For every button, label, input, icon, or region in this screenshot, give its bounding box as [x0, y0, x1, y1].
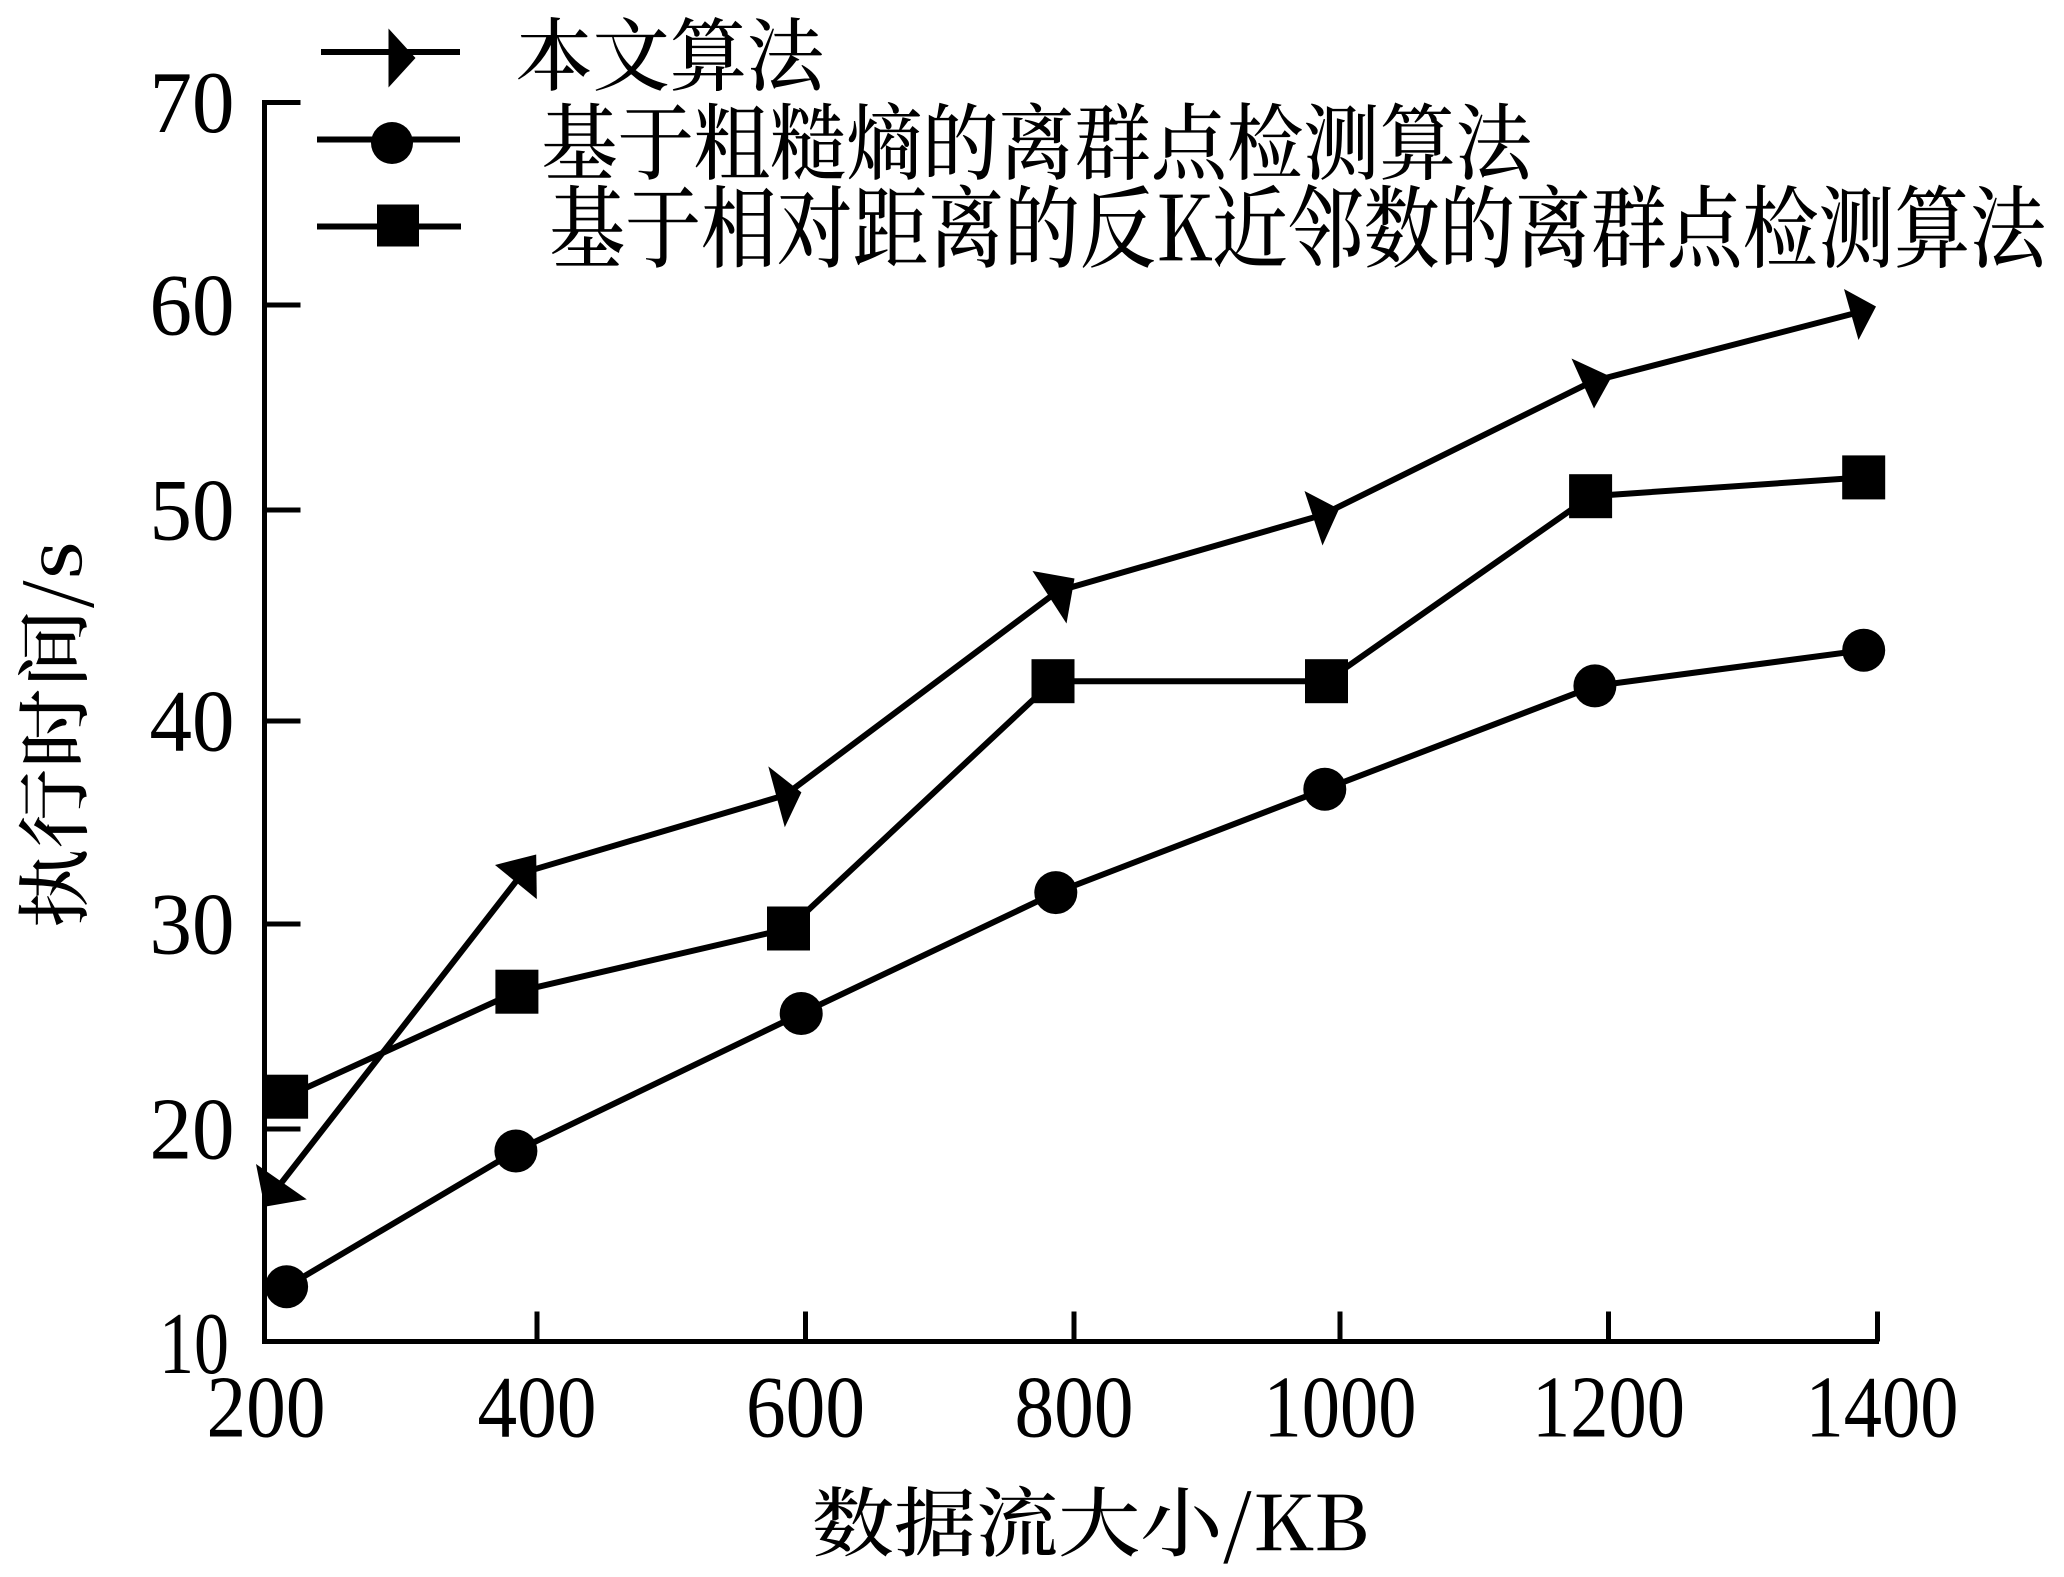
svg-text:1000: 1000: [1264, 1360, 1417, 1457]
svg-text:40: 40: [150, 674, 235, 771]
svg-text:1200: 1200: [1532, 1360, 1685, 1457]
svg-text:10: 10: [159, 1296, 229, 1393]
svg-text:800: 800: [1015, 1360, 1134, 1457]
svg-text:70: 70: [150, 55, 235, 152]
svg-text:50: 50: [150, 463, 235, 560]
svg-text:600: 600: [746, 1360, 865, 1457]
svg-text:400: 400: [478, 1360, 597, 1457]
svg-text:1400: 1400: [1806, 1360, 1959, 1457]
svg-text:60: 60: [150, 258, 235, 355]
svg-text:200: 200: [207, 1360, 326, 1457]
svg-text:20: 20: [150, 1082, 235, 1179]
svg-text:30: 30: [150, 877, 235, 974]
